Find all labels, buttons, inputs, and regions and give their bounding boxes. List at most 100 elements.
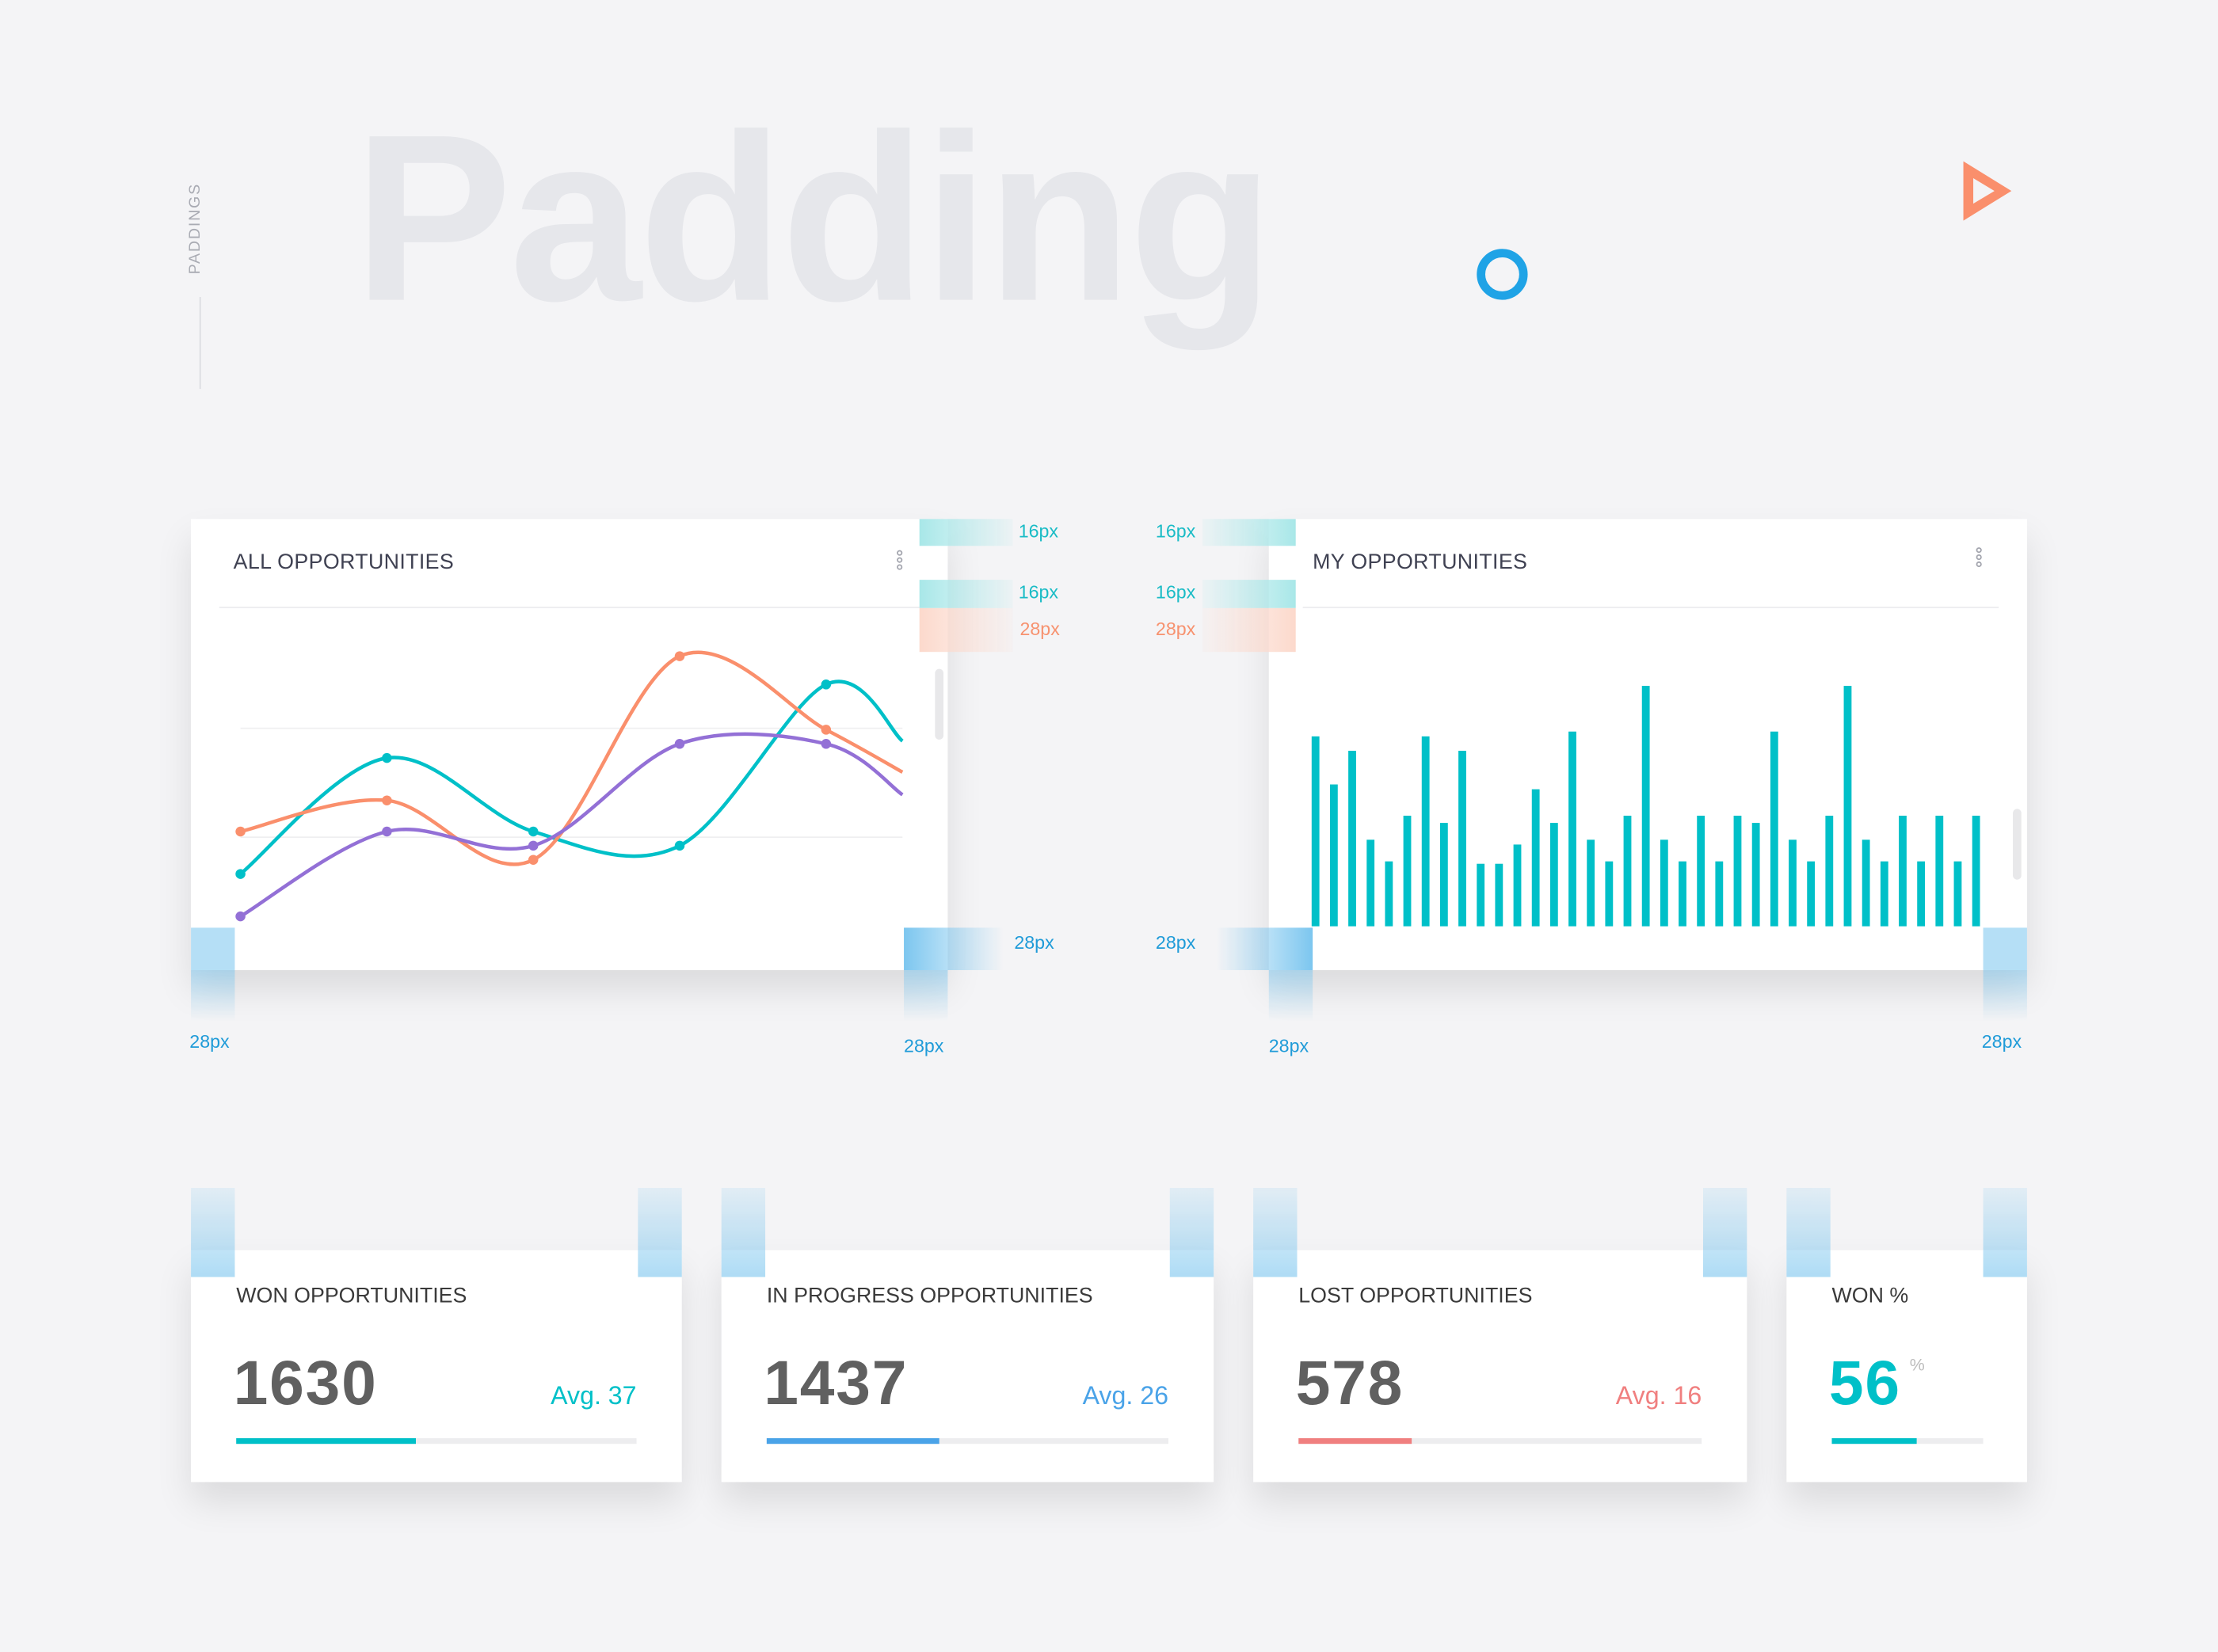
data-point [674, 840, 685, 851]
padding-label: 16px [1155, 520, 1196, 542]
bar [1513, 844, 1522, 927]
bar [1403, 815, 1412, 927]
scrollbar[interactable] [2013, 809, 2022, 880]
stat-title: IN PROGRESS OPPORTUNITIES [766, 1284, 1093, 1308]
bar [1587, 839, 1595, 927]
progress-fill [236, 1438, 417, 1445]
more-vertical-icon[interactable] [897, 550, 905, 572]
padding-marker [191, 1187, 235, 1277]
section-label-text: PADDINGS [186, 182, 204, 275]
bar [1421, 736, 1430, 927]
card-title: ALL OPPORTUNITIES [233, 550, 455, 574]
bar [1843, 686, 1852, 927]
progress-bar [1831, 1438, 1984, 1445]
stat-value: 56 [1828, 1349, 1901, 1419]
bar [1458, 751, 1466, 927]
bar [1366, 839, 1375, 927]
bar [1329, 784, 1338, 927]
padding-marker [1983, 969, 2027, 1022]
bar [1807, 861, 1816, 927]
header-divider [1302, 607, 1999, 608]
more-vertical-icon[interactable] [1976, 547, 1985, 569]
section-label: PADDINGS [186, 167, 215, 275]
bar [1733, 815, 1742, 927]
padding-label: 28px [1014, 931, 1054, 954]
padding-label: 28px [1268, 1035, 1309, 1056]
ring-icon [1477, 249, 1528, 300]
data-point [235, 826, 246, 837]
data-point [528, 826, 539, 837]
bar [1697, 815, 1705, 927]
stat-average: Avg. 37 [551, 1381, 637, 1410]
won-percent-card: WON % 56 % [1786, 1250, 2027, 1483]
bar [1623, 815, 1632, 927]
padding-marker [919, 580, 1013, 608]
progress-fill [766, 1438, 939, 1445]
bar [1789, 839, 1797, 927]
padding-marker [1253, 1187, 1298, 1277]
stat-title: WON % [1831, 1284, 1909, 1308]
bar [1917, 861, 1926, 927]
series-line-purple [239, 732, 904, 919]
data-point [235, 869, 246, 879]
bar [1348, 751, 1356, 927]
data-point [821, 679, 832, 690]
stat-card: LOST OPPORTUNITIES 578 Avg. 16 [1253, 1250, 1747, 1483]
data-point [528, 855, 539, 865]
stat-title: LOST OPPORTUNITIES [1298, 1284, 1533, 1308]
padding-marker [1268, 969, 1313, 1022]
bar [1568, 731, 1576, 927]
padding-label: 16px [1155, 580, 1196, 603]
data-point [674, 651, 685, 661]
padding-marker [919, 519, 1013, 546]
card-title: MY OPPORTUNITIES [1313, 550, 1528, 574]
padding-marker [1786, 1187, 1831, 1277]
stat-card: IN PROGRESS OPPORTUNITIES 1437 Avg. 26 [721, 1250, 1214, 1483]
bar [1679, 861, 1686, 927]
bar [1531, 789, 1540, 927]
padding-marker [1216, 927, 1313, 970]
data-point [382, 826, 392, 837]
padding-marker [1983, 1187, 2027, 1277]
stat-title: WON OPPORTUNITIES [236, 1284, 467, 1308]
stat-value: 578 [1295, 1349, 1404, 1419]
data-point [821, 725, 832, 735]
padding-label: 28px [1155, 618, 1196, 640]
progress-fill [1831, 1438, 1917, 1445]
bar [1751, 823, 1760, 927]
padding-marker [638, 1187, 682, 1277]
data-point [235, 911, 246, 922]
progress-bar [236, 1438, 637, 1445]
header-divider [219, 607, 920, 608]
stat-card: WON OPPORTUNITIES 1630 Avg. 37 [191, 1250, 682, 1483]
stat-unit: % [1909, 1354, 1925, 1375]
progress-fill [1298, 1438, 1412, 1445]
padding-marker [904, 927, 1004, 970]
bar [1385, 861, 1393, 927]
padding-label: 28px [904, 1035, 944, 1056]
my-opportunities-card: MY OPPORTUNITIES [1268, 519, 2027, 970]
padding-marker [721, 1187, 766, 1277]
padding-marker [191, 927, 235, 970]
bar [1972, 815, 1980, 927]
padding-label: 28px [1155, 931, 1196, 954]
padding-label: 16px [1018, 580, 1059, 603]
bar [1439, 823, 1448, 927]
bar [1880, 861, 1888, 927]
scrollbar[interactable] [935, 668, 944, 740]
progress-bar [766, 1438, 1168, 1445]
stat-value: 1437 [764, 1349, 909, 1419]
all-opportunities-card: ALL OPPORTUNITIES [191, 519, 948, 970]
padding-marker [1983, 927, 2027, 970]
bar [1862, 839, 1870, 927]
padding-marker [1202, 580, 1296, 608]
bar [1605, 861, 1614, 927]
data-point [382, 752, 392, 763]
bar [1825, 815, 1834, 927]
padding-marker [191, 969, 235, 1022]
bar [1549, 823, 1558, 927]
bar [1715, 861, 1724, 927]
padding-marker [1169, 1187, 1214, 1277]
play-icon [1963, 161, 2012, 221]
